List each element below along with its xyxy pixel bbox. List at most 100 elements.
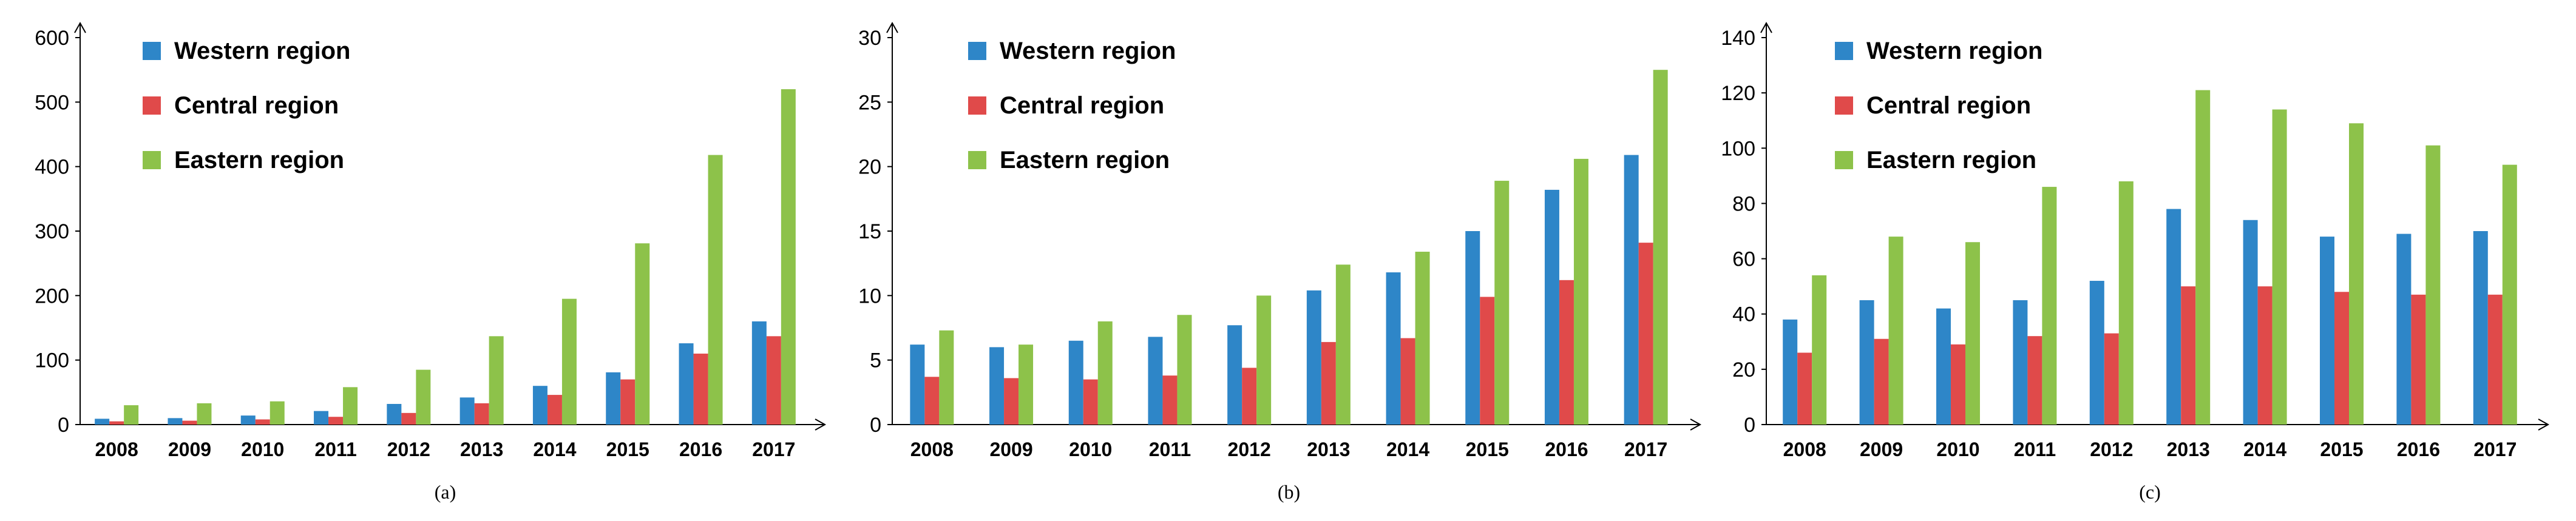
- legend-swatch: [143, 96, 161, 115]
- bar-western-region: [989, 347, 1005, 425]
- x-tick-label: 2010: [1069, 439, 1112, 460]
- legend-label: Central region: [174, 92, 339, 119]
- bar-eastern-region: [1653, 70, 1668, 425]
- bar-western-region: [240, 415, 256, 425]
- bar-eastern-region: [1177, 315, 1192, 425]
- y-tick-label: 600: [35, 27, 69, 50]
- chart-caption: (b): [1278, 481, 1300, 503]
- legend-swatch: [968, 96, 986, 115]
- x-tick-label: 2009: [989, 439, 1032, 460]
- bar-eastern-region: [124, 405, 139, 425]
- x-tick-label: 2008: [910, 439, 954, 460]
- bar-central-region: [2027, 336, 2042, 425]
- bar-eastern-region: [1019, 345, 1034, 425]
- legend-swatch: [1835, 42, 1853, 60]
- bar-western-region: [2013, 300, 2028, 425]
- x-tick-label: 2014: [1386, 439, 1429, 460]
- bar-eastern-region: [2272, 109, 2287, 425]
- bar-central-region: [109, 421, 124, 425]
- y-tick-label: 500: [35, 91, 69, 114]
- bar-western-region: [2166, 209, 2181, 425]
- x-tick-label: 2008: [95, 439, 138, 460]
- bar-central-region: [1480, 297, 1495, 425]
- bar-eastern-region: [197, 403, 212, 425]
- chart-caption: (a): [435, 481, 456, 503]
- legend-label: Central region: [1000, 92, 1164, 119]
- legend-label: Eastern region: [1866, 147, 2036, 173]
- x-tick-label: 2013: [460, 439, 503, 460]
- bar-eastern-region: [416, 369, 431, 425]
- bar-central-region: [2257, 286, 2273, 425]
- bar-eastern-region: [269, 401, 285, 425]
- bar-western-region: [2243, 220, 2258, 425]
- legend-label: Western region: [1866, 38, 2042, 64]
- bar-central-region: [1321, 341, 1336, 425]
- bar-eastern-region: [2425, 145, 2441, 425]
- bar-western-region: [1544, 189, 1559, 425]
- x-tick-label: 2008: [1783, 439, 1826, 460]
- bar-eastern-region: [1812, 275, 1827, 425]
- y-tick-label: 5: [870, 349, 881, 372]
- bar-central-region: [1400, 338, 1415, 425]
- bar-central-region: [2487, 294, 2503, 425]
- bar-eastern-region: [1965, 242, 1980, 425]
- y-tick-label: 25: [858, 91, 881, 114]
- y-tick-label: 140: [1721, 27, 1755, 50]
- y-tick-label: 40: [1732, 303, 1755, 326]
- legend-label: Western region: [1000, 38, 1176, 64]
- bar-central-region: [1162, 375, 1178, 425]
- bar-central-region: [1951, 344, 1965, 425]
- bar-central-region: [255, 419, 270, 425]
- y-tick-label: 120: [1721, 82, 1755, 105]
- bar-western-region: [910, 345, 925, 425]
- bar-eastern-region: [2118, 181, 2134, 425]
- x-tick-label: 2010: [241, 439, 284, 460]
- bar-central-region: [547, 395, 562, 425]
- legend-swatch: [143, 151, 161, 169]
- y-tick-label: 200: [35, 284, 69, 308]
- bar-western-region: [1227, 325, 1242, 425]
- y-tick-label: 15: [858, 220, 881, 243]
- x-tick-label: 2016: [1545, 439, 1588, 460]
- bar-central-region: [328, 417, 344, 425]
- x-tick-label: 2016: [2397, 439, 2440, 460]
- bar-eastern-region: [561, 298, 577, 425]
- x-tick-label: 2016: [679, 439, 722, 460]
- bar-eastern-region: [489, 336, 504, 425]
- bar-eastern-region: [2195, 90, 2211, 425]
- x-tick-label: 2013: [1307, 439, 1350, 460]
- bar-western-region: [1936, 308, 1951, 425]
- x-axis-arrow-icon: [2538, 418, 2550, 431]
- bar-western-region: [1148, 337, 1163, 425]
- bar-eastern-region: [781, 89, 796, 425]
- legend-label: Central region: [1866, 92, 2031, 119]
- bar-eastern-region: [1494, 181, 1510, 425]
- x-tick-label: 2009: [1860, 439, 1903, 460]
- x-axis-arrow-icon: [815, 418, 827, 431]
- x-tick-label: 2012: [387, 439, 430, 460]
- y-tick-label: 100: [1721, 137, 1755, 160]
- bar-western-region: [2396, 234, 2412, 425]
- bar-western-region: [679, 343, 694, 425]
- legend-label: Western region: [174, 38, 350, 64]
- y-tick-label: 100: [35, 349, 69, 372]
- y-tick-label: 80: [1732, 192, 1755, 215]
- bar-eastern-region: [343, 387, 358, 425]
- y-axis-arrow-icon: [74, 21, 86, 33]
- y-tick-label: 0: [1744, 414, 1755, 437]
- legend-label: Eastern region: [1000, 147, 1170, 173]
- bar-western-region: [1386, 272, 1401, 425]
- bar-western-region: [314, 411, 329, 425]
- bar-eastern-region: [1888, 237, 1903, 425]
- y-tick-label: 0: [870, 414, 881, 437]
- bar-eastern-region: [1415, 252, 1430, 425]
- bar-eastern-region: [2502, 164, 2517, 425]
- y-tick-label: 60: [1732, 248, 1755, 271]
- bar-central-region: [2104, 333, 2119, 425]
- y-axis-arrow-icon: [1760, 21, 1772, 33]
- bar-central-region: [1242, 368, 1257, 425]
- bar-western-region: [1624, 155, 1639, 425]
- x-tick-label: 2017: [1624, 439, 1667, 460]
- bar-central-region: [2334, 292, 2349, 425]
